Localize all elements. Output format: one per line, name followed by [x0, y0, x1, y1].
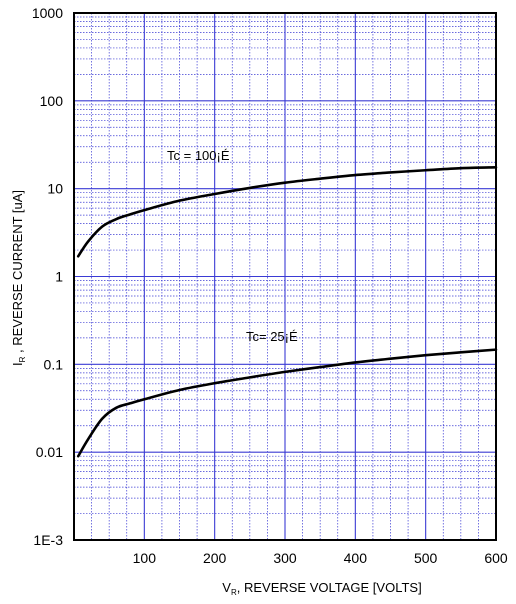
data-curves	[76, 166, 498, 458]
series-curve-2	[76, 348, 498, 458]
y-tick-label: 0.1	[44, 356, 64, 372]
y-tick-label: 1E-3	[33, 532, 63, 548]
x-tick-label: 200	[203, 550, 227, 566]
plot-frame	[73, 12, 497, 541]
curve-label-2: Tc= 25¡É	[246, 329, 298, 344]
x-tick-label: 400	[344, 550, 368, 566]
y-tick-labels: 1E-3 0.01 0.1 1 10 100 1000	[32, 5, 63, 548]
y-axis-label: IR , REVERSE CURRENT [uA]	[10, 190, 27, 366]
y-tick-label: 1	[55, 269, 63, 285]
y-tick-label: 1000	[32, 5, 63, 21]
x-tick-label: 100	[133, 550, 157, 566]
y-tick-label: 0.01	[36, 444, 63, 460]
x-tick-label: 500	[414, 550, 438, 566]
x-axis-label: VR, REVERSE VOLTAGE [VOLTS]	[222, 580, 421, 597]
x-tick-label: 300	[273, 550, 297, 566]
curve-label-1: Tc = 100¡É	[167, 148, 230, 163]
y-tick-label: 100	[40, 93, 64, 109]
major-gridlines	[74, 13, 496, 540]
y-tick-label: 10	[47, 181, 63, 197]
x-tick-labels: 100 200 300 400 500 600	[133, 550, 508, 566]
x-tick-label: 600	[484, 550, 508, 566]
curve-annotations: Tc = 100¡É Tc= 25¡É	[167, 148, 298, 344]
series-curve-1	[76, 166, 498, 258]
